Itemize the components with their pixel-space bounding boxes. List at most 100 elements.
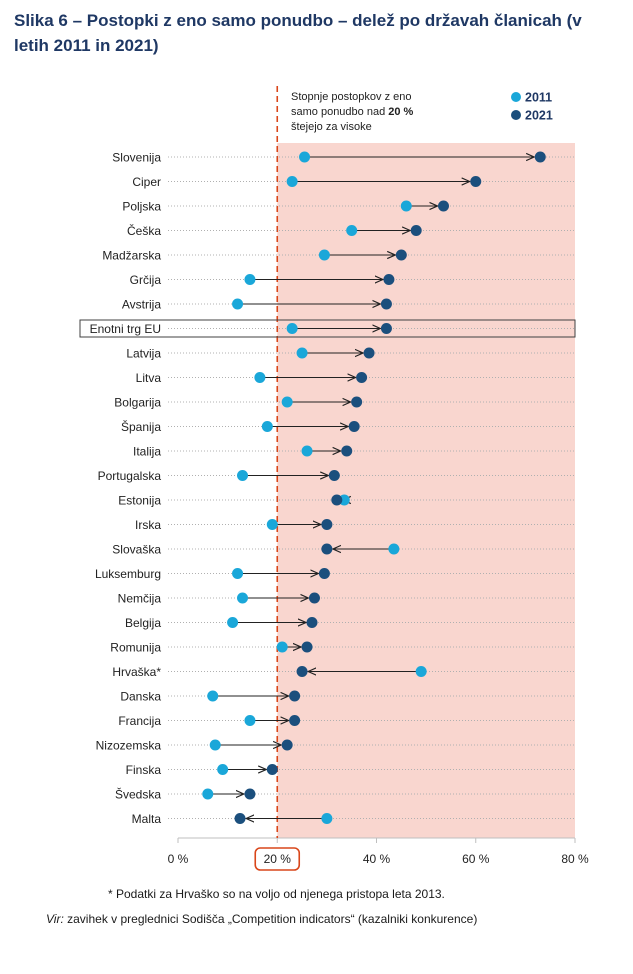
point-2011	[232, 568, 244, 579]
point-2011	[261, 421, 273, 432]
point-2021	[410, 225, 422, 236]
category-label: Enotni trg EU	[90, 322, 161, 336]
point-2021	[351, 396, 363, 408]
dumbbell-chart: 0 % 40 % 60 % 80 % 20 % Stopnje postopkov z e…	[79, 86, 589, 871]
point-2021	[331, 494, 343, 506]
category-label: Italija	[133, 445, 161, 459]
category-label: Finska	[126, 763, 162, 777]
legend-label-2011: 2011	[525, 91, 552, 105]
category-label: Estonija	[118, 494, 161, 508]
point-2011	[346, 225, 358, 236]
point-2011	[237, 592, 249, 604]
point-2011	[244, 274, 256, 285]
category-label: Portugalska	[98, 469, 162, 483]
point-2011	[301, 445, 313, 457]
point-2021	[363, 347, 375, 359]
point-2021	[341, 445, 353, 457]
category-label: Bolgarija	[114, 396, 161, 410]
category-label: Nizozemska	[96, 739, 162, 753]
legend-marker-2011	[511, 92, 521, 102]
high-rate-region	[277, 143, 575, 838]
legend-label-2021: 2021	[525, 109, 553, 123]
point-2011	[202, 788, 214, 800]
point-2021	[266, 764, 278, 775]
category-label: Belgija	[125, 616, 161, 630]
x-tick-label: 40 %	[363, 852, 391, 866]
category-label: Poljska	[122, 200, 161, 214]
point-2011	[286, 323, 298, 334]
point-2021	[318, 568, 330, 579]
category-label: Slovenija	[112, 151, 161, 165]
category-label: Avstrija	[122, 298, 161, 312]
point-2021	[470, 176, 482, 187]
point-2021	[321, 543, 333, 555]
category-label: Grčija	[130, 273, 162, 287]
point-2011	[209, 739, 221, 751]
category-label: Švedska	[115, 787, 161, 802]
threshold-annotation-line: štejejo za visoke	[291, 121, 372, 133]
category-label: Madžarska	[102, 249, 161, 263]
point-2011	[232, 298, 244, 310]
footnote: * Podatki za Hrvaško so na voljo od njen…	[108, 887, 445, 901]
point-2011	[237, 470, 249, 481]
x-tick-label: 0 %	[168, 852, 189, 866]
point-2011	[400, 200, 412, 212]
point-2021	[534, 151, 546, 163]
point-2021	[308, 592, 320, 604]
point-2011	[286, 176, 298, 187]
category-label: Slovaška	[112, 543, 161, 557]
point-2021	[301, 641, 313, 653]
threshold-annotation-line: samo ponudbo nad 20 %	[291, 106, 414, 118]
point-2011	[281, 396, 293, 408]
point-2011	[318, 249, 330, 261]
point-2011	[299, 151, 311, 163]
point-2011	[321, 813, 333, 824]
category-label: Hrvaška*	[112, 665, 161, 679]
point-2021	[356, 372, 368, 383]
legend-marker-2021	[511, 110, 521, 120]
highlight-box	[79, 319, 576, 338]
point-2021	[289, 715, 301, 726]
category-label: Češka	[127, 223, 161, 238]
point-2021	[289, 690, 301, 702]
point-2011	[207, 690, 219, 702]
point-2021	[383, 274, 395, 285]
point-2021	[281, 739, 293, 751]
point-2021	[348, 421, 360, 432]
point-2011	[266, 519, 278, 530]
x-tick-label: 80 %	[561, 852, 589, 866]
point-2021	[437, 200, 449, 212]
category-label: Španija	[121, 419, 161, 434]
point-2011	[276, 641, 288, 653]
point-2011	[388, 543, 400, 555]
point-2011	[217, 764, 229, 775]
point-2021	[395, 249, 407, 261]
point-2011	[254, 372, 266, 383]
category-label: Danska	[120, 690, 161, 704]
category-label: Ciper	[132, 175, 161, 189]
category-label: Francija	[118, 714, 161, 728]
x-tick-label: 60 %	[462, 852, 490, 866]
category-label: Malta	[132, 812, 162, 826]
point-2011	[227, 617, 239, 628]
category-label: Latvija	[126, 347, 161, 361]
category-label: Irska	[135, 518, 161, 532]
point-2011	[415, 666, 427, 677]
point-2011	[244, 715, 256, 726]
source-note: Vir: zavihek v preglednici Sodišča „Comp…	[46, 912, 477, 926]
threshold-annotation-line: Stopnje postopkov z eno	[291, 91, 411, 103]
point-2021	[296, 666, 308, 677]
point-2021	[380, 323, 392, 334]
category-label: Romunija	[110, 641, 161, 655]
point-2021	[321, 519, 333, 530]
category-label: Nemčija	[118, 592, 162, 606]
source-text: zavihek v preglednici Sodišča „Competiti…	[63, 912, 478, 926]
point-2021	[306, 617, 318, 628]
chart-title: Slika 6 – Postopki z eno samo ponudbo – …	[14, 11, 582, 55]
threshold-label: 20 %	[264, 852, 292, 866]
category-label: Luksemburg	[95, 567, 161, 581]
source-label: Vir:	[46, 912, 64, 926]
point-2021	[328, 470, 340, 481]
threshold-label-box	[254, 847, 301, 871]
point-2021	[234, 813, 246, 824]
